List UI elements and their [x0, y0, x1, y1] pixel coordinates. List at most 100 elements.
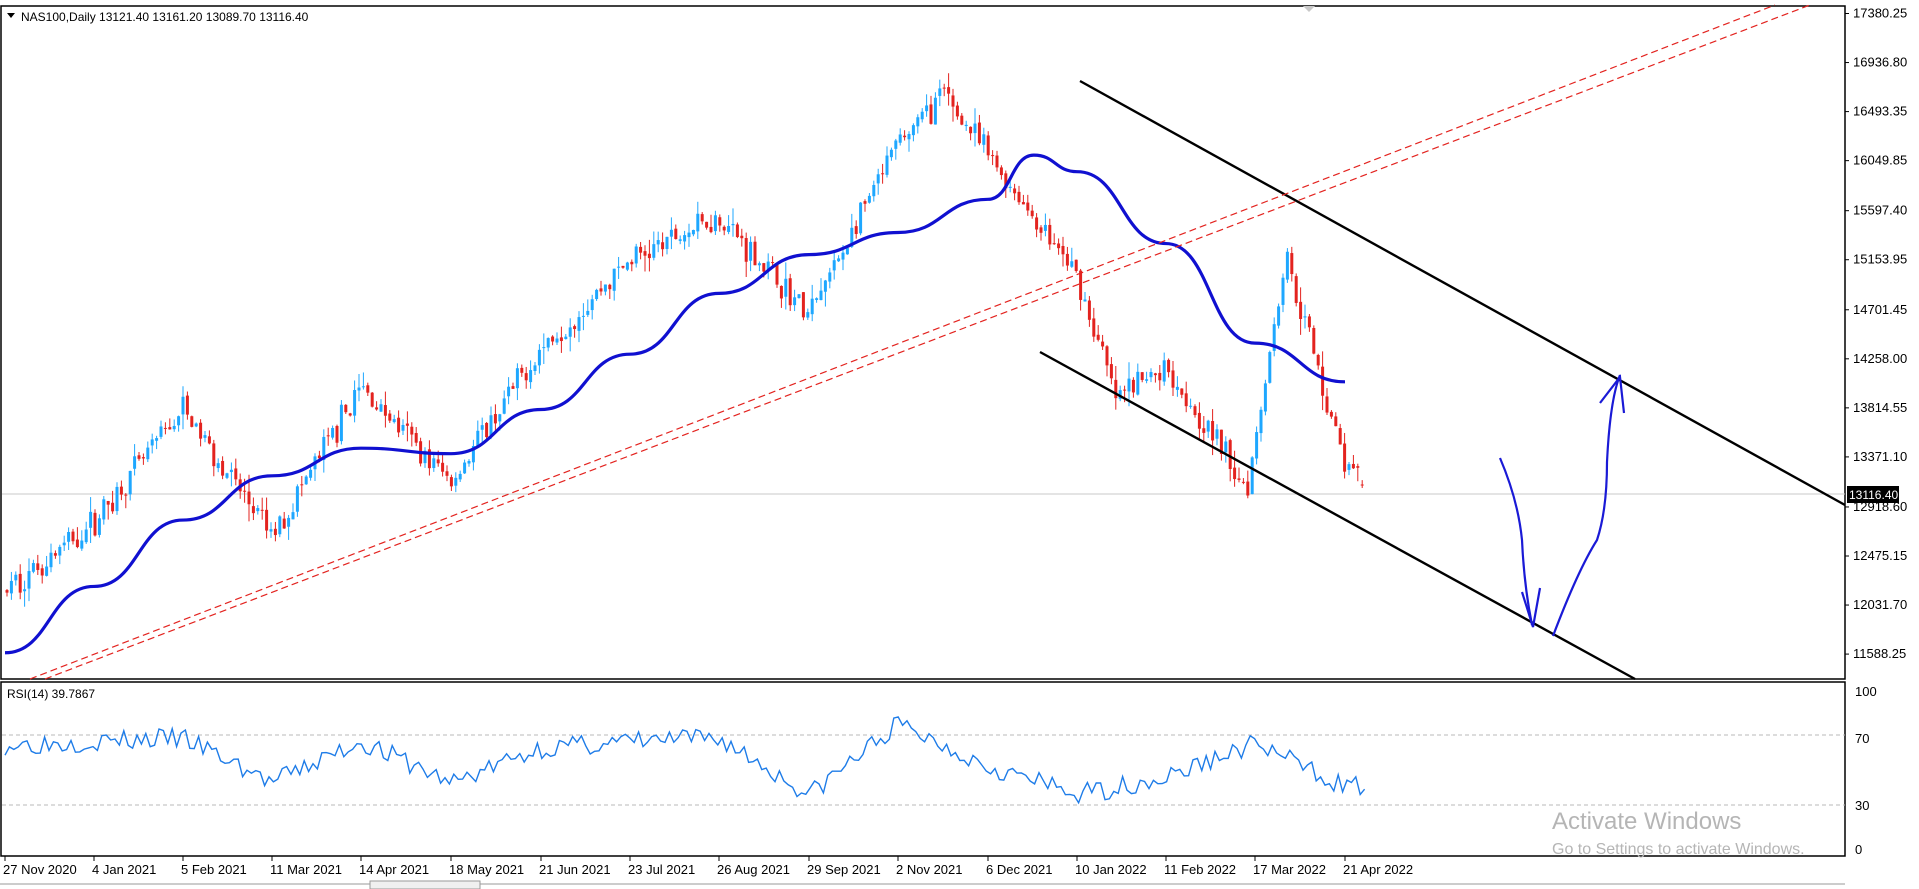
candle-bullish	[1189, 405, 1193, 407]
candle-bearish	[647, 253, 651, 259]
candle-bearish	[18, 573, 22, 593]
candle-bullish	[1285, 251, 1289, 280]
rsi-tick-label: 70	[1855, 731, 1869, 746]
candle-bullish	[454, 477, 458, 486]
price-tick-label: 16936.80	[1853, 55, 1907, 70]
time-tick-label: 18 May 2021	[449, 862, 524, 877]
candle-bullish	[845, 247, 849, 255]
time-tick-label: 4 Jan 2021	[92, 862, 156, 877]
price-tick-label: 13371.10	[1853, 449, 1907, 464]
candle-bullish	[625, 262, 629, 270]
candle-bearish	[1105, 346, 1109, 366]
candle-bullish	[471, 446, 475, 463]
symbol-dropdown-arrow[interactable]	[7, 13, 15, 18]
candle-bearish	[485, 422, 489, 438]
candle-bullish	[392, 419, 396, 423]
candle-bearish	[1316, 354, 1320, 366]
candle-bearish	[1153, 373, 1157, 376]
candle-bullish	[933, 97, 937, 125]
time-tick-label: 27 Nov 2020	[3, 862, 77, 877]
candle-bearish	[709, 226, 713, 233]
candle-bullish	[31, 563, 35, 572]
price-panel[interactable]: NAS100,Daily 13121.40 13161.20 13089.70 …	[0, 4, 1846, 681]
candle-bullish	[669, 229, 673, 237]
candle-bearish	[441, 462, 445, 472]
candle-bearish	[511, 386, 515, 389]
candle-bearish	[995, 155, 999, 168]
rsi-line	[4, 716, 1366, 805]
candle-bearish	[493, 414, 497, 424]
activation-watermark-subtitle: Go to Settings to activate Windows.	[1552, 841, 1805, 858]
candle-bearish	[1026, 202, 1030, 211]
candle-bearish	[375, 407, 379, 410]
candle-bearish	[137, 455, 141, 459]
candle-bullish	[533, 365, 537, 372]
bottom-tab-strip[interactable]	[0, 880, 1845, 889]
candle-bullish	[1224, 441, 1228, 453]
candle-bearish	[1074, 259, 1078, 271]
trendline-red-2[interactable]	[44, 4, 1811, 680]
candle-bearish	[1092, 318, 1096, 337]
candle-bearish	[260, 509, 264, 511]
channel-upper-line[interactable]	[1079, 79, 1846, 507]
candle-bearish	[722, 226, 726, 231]
candle-bearish	[111, 502, 115, 512]
candle-bearish	[771, 262, 775, 264]
candle-bearish	[75, 539, 79, 548]
candle-bullish	[823, 280, 827, 292]
candle-bearish	[168, 427, 172, 430]
candle-bullish	[691, 229, 695, 235]
candle-bearish	[335, 425, 339, 443]
candle-bullish	[727, 225, 731, 232]
rsi-tick-label: 30	[1855, 798, 1869, 813]
channel-lower-line[interactable]	[1039, 350, 1636, 681]
candle-bullish	[867, 195, 871, 203]
candle-bullish	[304, 476, 308, 485]
down-arrow-drawing[interactable]	[1498, 457, 1534, 626]
candle-bullish	[432, 458, 436, 469]
candle-bullish	[683, 235, 687, 242]
candle-bullish	[731, 223, 735, 226]
candle-bearish	[524, 373, 528, 381]
time-tick-label: 23 Jul 2021	[628, 862, 695, 877]
candle-bearish	[1013, 188, 1017, 194]
candle-bullish	[1136, 371, 1140, 395]
current-price-label: 13116.40	[1847, 486, 1899, 503]
candle-bullish	[502, 398, 506, 414]
trendline-red-1[interactable]	[29, 4, 1776, 680]
up-arrow-drawing[interactable]	[1551, 374, 1622, 637]
candle-bullish	[229, 469, 233, 473]
candle-bearish	[1233, 467, 1237, 480]
candle-bearish	[436, 459, 440, 464]
candle-bearish	[449, 477, 453, 487]
candle-bearish	[1087, 300, 1091, 320]
candle-bearish	[383, 405, 387, 416]
price-tick-label: 13814.55	[1853, 400, 1907, 415]
candle-bullish	[9, 580, 13, 594]
candle-bullish	[225, 473, 229, 478]
candle-bearish	[93, 512, 97, 536]
candle-bullish	[498, 414, 502, 422]
candle-bullish	[1255, 432, 1259, 459]
candle-bullish	[713, 215, 717, 232]
candle-bearish	[947, 87, 951, 94]
candle-bullish	[1215, 429, 1219, 439]
candle-bullish	[757, 263, 761, 266]
candle-bullish	[925, 105, 929, 112]
candle-bearish	[551, 336, 555, 342]
candle-bearish	[881, 173, 885, 175]
scroll-marker-icon[interactable]	[1303, 6, 1315, 12]
candle-bullish	[203, 435, 207, 438]
candle-bullish	[894, 140, 898, 149]
candle-bullish	[489, 415, 493, 436]
candle-bearish	[643, 251, 647, 256]
candle-bullish	[564, 336, 568, 340]
candle-bullish	[603, 284, 607, 292]
candle-bearish	[661, 242, 665, 250]
candle-bearish	[744, 238, 748, 262]
rsi-panel[interactable]: RSI(14) 39.7867	[0, 681, 1846, 857]
candle-bullish	[1281, 277, 1285, 305]
candle-bearish	[705, 221, 709, 228]
candle-bearish	[1017, 191, 1021, 203]
